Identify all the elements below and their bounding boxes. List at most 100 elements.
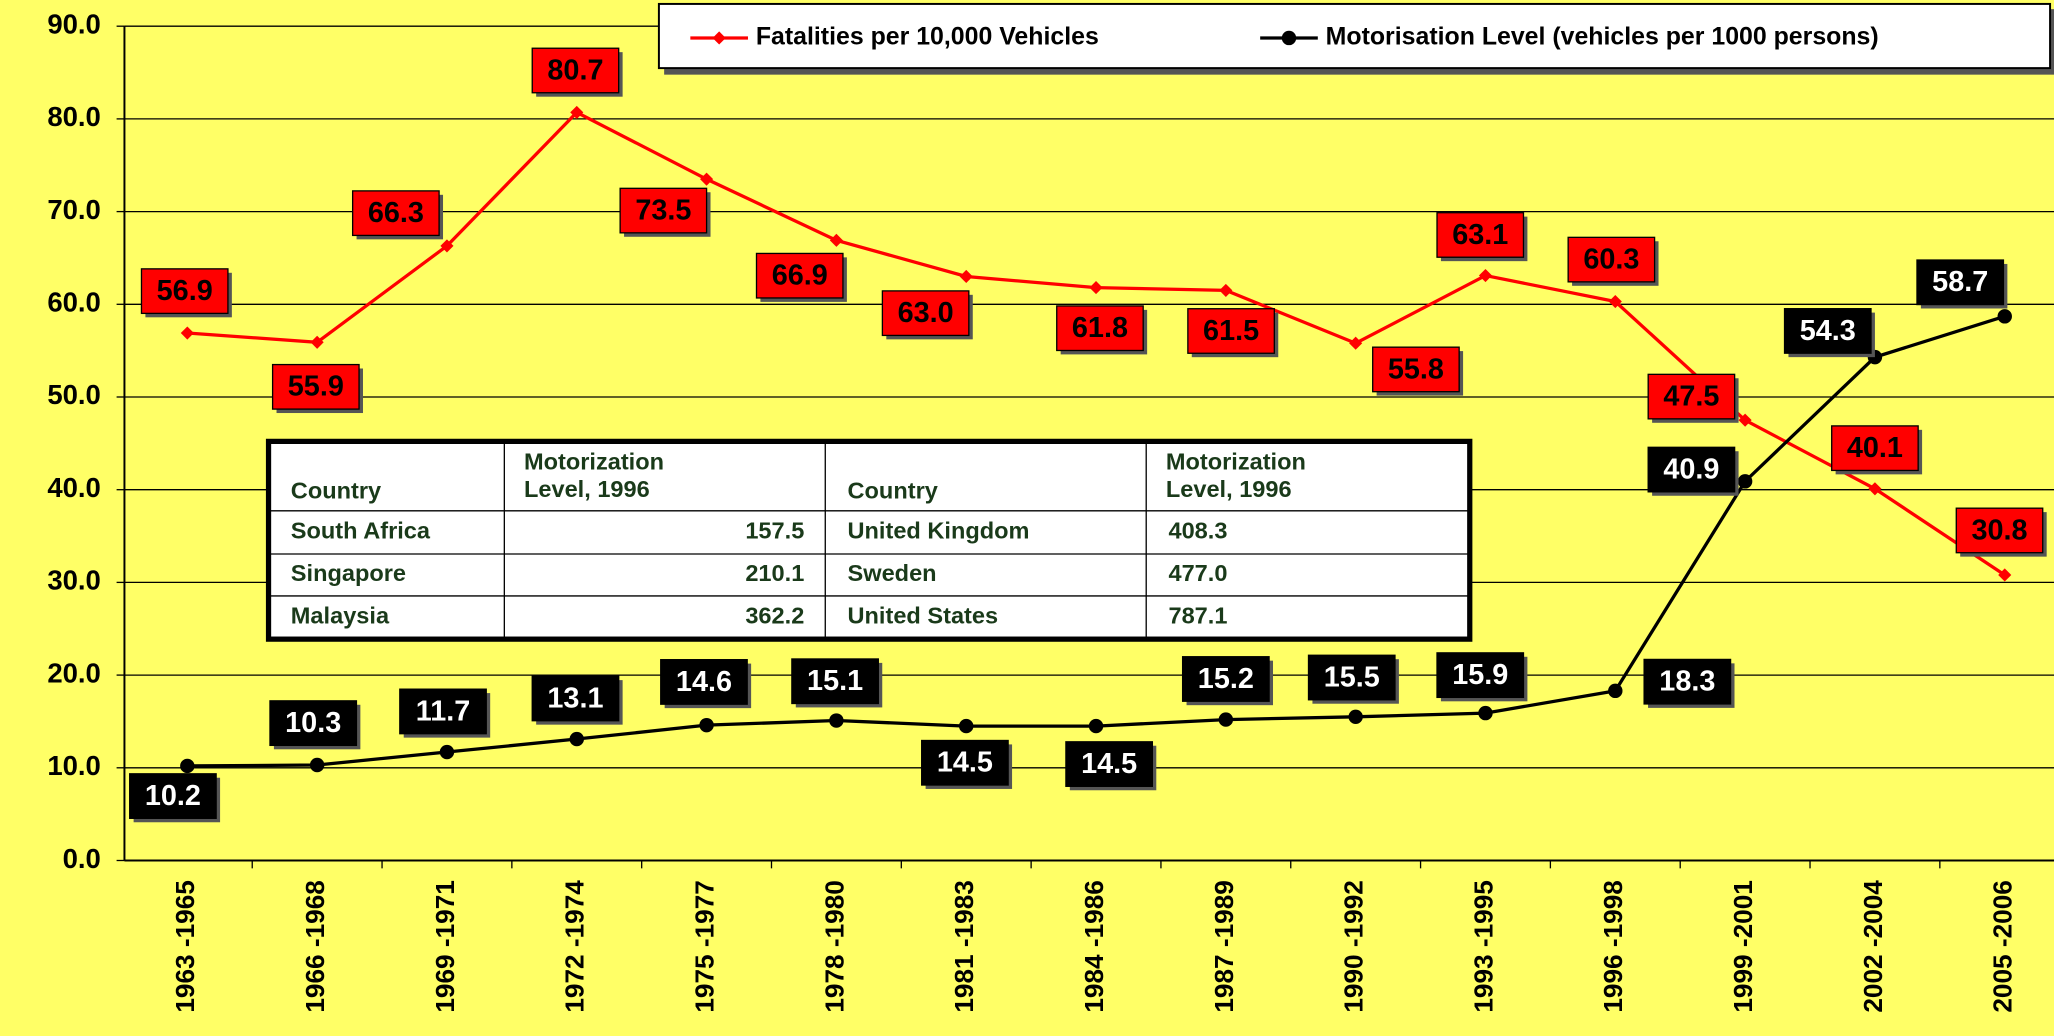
table-cell: 210.1 xyxy=(745,560,804,586)
point-marker xyxy=(959,718,974,734)
value-label-box xyxy=(660,659,748,705)
value-label-box xyxy=(1916,259,2005,306)
x-tick-label: 1975 -1977 xyxy=(690,880,720,1013)
value-label: 55.9 xyxy=(288,371,344,403)
table-header: Country xyxy=(291,478,381,504)
table-cell: 408.3 xyxy=(1168,518,1227,544)
value-label: 58.7 xyxy=(1932,266,1988,298)
value-label: 40.9 xyxy=(1663,453,1719,485)
x-tick-label: 1993 -1995 xyxy=(1468,880,1498,1013)
table-header-line: Motorization xyxy=(1166,449,1306,475)
point-marker xyxy=(180,326,194,340)
point-marker xyxy=(439,744,455,760)
table-cell: United Kingdom xyxy=(848,518,1030,544)
point-marker xyxy=(1349,336,1363,350)
value-label-box xyxy=(921,739,1009,786)
table-header: Motorization Level, 1996 xyxy=(1166,449,1306,503)
y-tick-label: 70.0 xyxy=(47,194,101,225)
value-label-box xyxy=(1955,507,2044,554)
value-label: 15.2 xyxy=(1198,663,1254,695)
x-tick-label: 1966 -1968 xyxy=(300,880,330,1013)
value-label-box xyxy=(1436,212,1525,258)
table-cell: Sweden xyxy=(848,560,937,586)
table-background xyxy=(265,438,1473,642)
value-label: 40.1 xyxy=(1847,432,1903,464)
table-header: Motorization Level, 1996 xyxy=(524,449,664,503)
table-cell: Singapore xyxy=(291,560,406,586)
value-label: 15.5 xyxy=(1324,661,1380,693)
value-label: 47.5 xyxy=(1663,381,1719,413)
y-tick-label: 30.0 xyxy=(47,565,101,596)
value-label-box xyxy=(140,268,229,315)
value-label-box xyxy=(1831,425,1919,472)
legend-marker xyxy=(1281,30,1297,46)
legend-label: Motorisation Level (vehicles per 1000 pe… xyxy=(1326,23,1879,51)
point-marker xyxy=(1998,568,2012,582)
value-label: 14.6 xyxy=(676,666,732,698)
value-label-box xyxy=(269,700,358,747)
x-tick-label: 1981 -1983 xyxy=(949,880,979,1013)
value-label-box xyxy=(531,47,620,94)
value-label: 14.5 xyxy=(937,747,993,779)
point-marker xyxy=(1218,712,1234,727)
value-label: 80.7 xyxy=(547,54,603,86)
point-marker xyxy=(1738,413,1752,427)
point-marker xyxy=(1478,269,1493,283)
x-tick-label: 1984 -1986 xyxy=(1079,880,1109,1013)
value-label-box xyxy=(1647,446,1736,493)
value-label: 18.3 xyxy=(1659,666,1715,698)
value-label-box xyxy=(271,363,360,410)
value-label: 56.9 xyxy=(157,275,213,307)
value-label: 10.3 xyxy=(285,707,341,739)
x-tick-label: 1987 -1989 xyxy=(1209,880,1239,1013)
y-tick-label: 40.0 xyxy=(47,472,101,503)
value-label-box xyxy=(1065,741,1154,787)
value-label: 73.5 xyxy=(635,195,691,227)
table-cell: 157.5 xyxy=(745,518,804,544)
x-tick-label: 1978 -1980 xyxy=(819,880,849,1013)
x-tick-label: 2002 -2004 xyxy=(1858,880,1888,1013)
y-tick-label: 50.0 xyxy=(47,379,101,410)
value-label: 30.8 xyxy=(1971,514,2027,546)
value-label: 14.5 xyxy=(1081,748,1137,780)
value-label: 15.9 xyxy=(1452,659,1508,691)
value-label: 61.8 xyxy=(1072,312,1128,344)
table-cell: 362.2 xyxy=(745,603,804,629)
table-cell: Malaysia xyxy=(291,603,390,629)
value-label-box xyxy=(1643,658,1732,705)
y-tick-label: 80.0 xyxy=(47,101,101,132)
table-cell: 787.1 xyxy=(1168,603,1227,629)
point-marker xyxy=(1608,683,1623,699)
value-label-box xyxy=(1647,373,1736,420)
y-tick-label: 90.0 xyxy=(47,8,101,39)
value-label-box xyxy=(531,675,620,722)
point-marker xyxy=(569,731,584,747)
value-label: 10.2 xyxy=(145,780,201,812)
point-marker xyxy=(1478,705,1493,721)
point-marker xyxy=(699,717,714,733)
point-marker xyxy=(829,233,843,247)
value-label-box xyxy=(755,252,844,299)
point-marker xyxy=(959,269,973,284)
y-tick-label: 0.0 xyxy=(63,843,101,874)
value-label-box xyxy=(619,187,708,234)
point-marker xyxy=(1348,709,1363,725)
value-label-box xyxy=(1567,236,1656,283)
value-label-box xyxy=(1783,308,1872,354)
value-label: 15.1 xyxy=(807,665,863,697)
value-label-box xyxy=(791,658,879,705)
x-tick-label: 1969 -1971 xyxy=(430,880,460,1013)
value-label: 11.7 xyxy=(416,695,470,727)
value-label: 60.3 xyxy=(1583,244,1639,276)
table-cell: 477.0 xyxy=(1168,560,1227,586)
point-marker xyxy=(1997,309,2012,324)
y-tick-label: 20.0 xyxy=(47,657,101,688)
value-label: 13.1 xyxy=(547,682,603,714)
value-label-box xyxy=(1187,308,1275,354)
point-marker xyxy=(309,757,325,773)
value-label-box xyxy=(881,290,970,337)
point-marker xyxy=(1088,718,1104,734)
value-label-box xyxy=(1056,305,1144,352)
table-header: Country xyxy=(848,478,938,504)
table-header-line: Motorization xyxy=(524,449,664,475)
